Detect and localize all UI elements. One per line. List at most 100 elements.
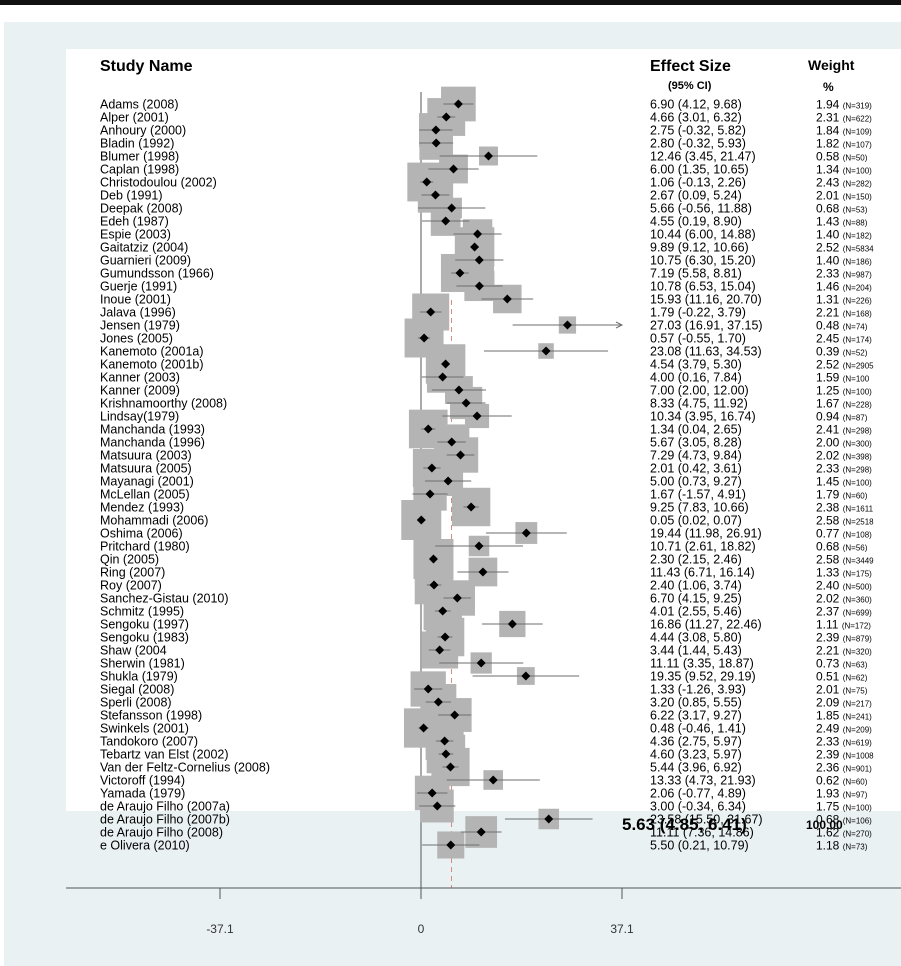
x-tick-label: 37.1 bbox=[610, 922, 634, 936]
effect-size-ci: 4.36 (2.75, 5.97) bbox=[650, 735, 742, 749]
study-name: de Araujo Filho (2007a) bbox=[100, 800, 230, 814]
study-weight: 2.52 (N=5834 bbox=[816, 241, 874, 255]
study-name: Qin (2005) bbox=[100, 553, 159, 567]
study-weight: 2.33 (N=298) bbox=[816, 462, 872, 476]
study-name: Christodoulou (2002) bbox=[100, 176, 217, 190]
effect-diamond bbox=[419, 333, 429, 343]
study-name: Shaw (2004 bbox=[100, 644, 167, 658]
study-name: Kanner (2003) bbox=[100, 371, 180, 385]
effect-diamond bbox=[474, 255, 484, 265]
study-name: Lindsay(1979) bbox=[100, 410, 179, 424]
study-weight: 1.67 (N=228) bbox=[816, 397, 872, 411]
study-name: Sperli (2008) bbox=[100, 696, 172, 710]
study-name: Matsuura (2003) bbox=[100, 449, 192, 463]
effect-size-ci: 5.00 (0.73, 9.27) bbox=[650, 475, 742, 489]
study-name: Stefansson (1998) bbox=[100, 709, 202, 723]
effect-diamond bbox=[476, 827, 486, 837]
study-weight: 2.39 (N=1008 bbox=[816, 748, 874, 762]
effect-diamond bbox=[433, 697, 443, 707]
study-name: Jones (2005) bbox=[100, 332, 173, 346]
effect-diamond bbox=[521, 671, 531, 681]
effect-size-ci: 10.78 (6.53, 15.04) bbox=[650, 280, 756, 294]
effect-diamond bbox=[470, 242, 480, 252]
study-weight: 2.38 (N=1611 bbox=[816, 501, 874, 515]
study-weight: 1.25 (N=100) bbox=[816, 384, 872, 398]
study-weight: 2.02 (N=360) bbox=[816, 592, 872, 606]
study-weight: 2.00 (N=300) bbox=[816, 436, 872, 450]
ci-arrow bbox=[615, 321, 624, 329]
study-weight: 1.62 (N=270) bbox=[816, 826, 872, 840]
effect-size-ci: 1.34 (0.04, 2.65) bbox=[650, 423, 742, 437]
effect-diamond bbox=[450, 710, 460, 720]
study-weight: 2.37 (N=699) bbox=[816, 605, 872, 619]
effect-size-ci: 11.43 (6.71, 16.14) bbox=[650, 566, 755, 580]
effect-size-ci: 11.11 (3.35, 18.87) bbox=[650, 657, 754, 671]
study-weight: 2.02 (N=398) bbox=[816, 449, 872, 463]
effect-diamond bbox=[455, 268, 465, 278]
study-name: Yamada (1979) bbox=[100, 787, 185, 801]
effect-size-ci: 9.25 (7.83, 10.66) bbox=[650, 501, 749, 515]
effect-size-ci: 1.06 (-0.13, 2.26) bbox=[650, 176, 746, 190]
effect-diamond bbox=[454, 385, 464, 395]
header-weight: Weight bbox=[808, 57, 855, 73]
effect-size-ci: 6.70 (4.15, 9.25) bbox=[650, 592, 742, 606]
effect-diamond bbox=[416, 515, 426, 525]
study-weight: 2.52 (N=2905 bbox=[816, 358, 874, 372]
study-name: Pritchard (1980) bbox=[100, 540, 190, 554]
effect-size-ci: 5.44 (3.96, 6.92) bbox=[650, 761, 742, 775]
study-weight: 2.41 (N=298) bbox=[816, 423, 872, 437]
effect-diamond bbox=[438, 372, 448, 382]
study-name: Krishnamoorthy (2008) bbox=[100, 397, 227, 411]
study-name: Anhoury (2000) bbox=[100, 124, 186, 138]
effect-diamond bbox=[521, 528, 531, 538]
study-name: Alper (2001) bbox=[100, 111, 169, 125]
effect-size-ci: 12.46 (3.45, 21.47) bbox=[650, 150, 756, 164]
study-name: Sengoku (1983) bbox=[100, 631, 189, 645]
study-weight: 2.21 (N=168) bbox=[816, 306, 872, 320]
effect-diamond bbox=[422, 177, 432, 187]
effect-size-ci: 2.40 (1.06, 3.74) bbox=[650, 579, 742, 593]
effect-size-ci: 11.11 (7.36, 14.86) bbox=[650, 826, 754, 840]
effect-size-ci: 2.01 (0.42, 3.61) bbox=[650, 462, 742, 476]
effect-diamond bbox=[447, 437, 457, 447]
effect-size-ci: 2.30 (2.15, 2.46) bbox=[650, 553, 742, 567]
effect-diamond bbox=[445, 762, 455, 772]
effect-diamond bbox=[502, 294, 512, 304]
study-name: Bladin (1992) bbox=[100, 137, 174, 151]
effect-size-ci: 4.00 (0.16, 7.84) bbox=[650, 371, 742, 385]
effect-diamond bbox=[544, 814, 554, 824]
effect-size-ci: 4.44 (3.08, 5.80) bbox=[650, 631, 742, 645]
study-weight: 1.46 (N=204) bbox=[816, 280, 872, 294]
effect-size-ci: 4.60 (3.23, 5.97) bbox=[650, 748, 742, 762]
effect-size-ci: 10.75 (6.30, 15.20) bbox=[650, 254, 756, 268]
effect-diamond bbox=[562, 320, 572, 330]
study-weight: 0.58 (N=50) bbox=[816, 150, 868, 164]
effect-diamond bbox=[461, 398, 471, 408]
study-name: Sanchez-Gistau (2010) bbox=[100, 592, 229, 606]
study-name: Victoroff (1994) bbox=[100, 774, 185, 788]
study-name: Mohammadi (2006) bbox=[100, 514, 208, 528]
study-name: Mendez (1993) bbox=[100, 501, 184, 515]
study-name: Guarnieri (2009) bbox=[100, 254, 191, 268]
top-border-line bbox=[0, 0, 901, 5]
effect-diamond bbox=[426, 307, 436, 317]
study-name: Manchanda (1993) bbox=[100, 423, 205, 437]
effect-size-ci: 19.44 (11.98, 26.91) bbox=[650, 527, 762, 541]
effect-size-ci: 23.08 (11.63, 34.53) bbox=[650, 345, 762, 359]
effect-diamond bbox=[443, 476, 453, 486]
effect-size-ci: 23.58 (15.50, 31.67) bbox=[650, 813, 763, 827]
effect-size-ci: 7.29 (4.73, 9.84) bbox=[650, 449, 742, 463]
effect-size-ci: 4.55 (0.19, 8.90) bbox=[650, 215, 742, 229]
study-weight: 2.43 (N=282) bbox=[816, 176, 872, 190]
study-weight: 1.40 (N=186) bbox=[816, 254, 872, 268]
effect-size-ci: 3.00 (-0.34, 6.34) bbox=[650, 800, 746, 814]
effect-size-ci: 4.01 (2.55, 5.46) bbox=[650, 605, 742, 619]
study-name: Swinkels (2001) bbox=[100, 722, 189, 736]
study-weight: 2.09 (N=217) bbox=[816, 696, 872, 710]
effect-diamond bbox=[474, 281, 484, 291]
study-weight: 1.34 (N=100) bbox=[816, 163, 872, 177]
study-name: Adams (2008) bbox=[100, 98, 179, 112]
effect-diamond bbox=[430, 190, 440, 200]
effect-diamond bbox=[435, 645, 445, 655]
effect-size-ci: 2.06 (-0.77, 4.89) bbox=[650, 787, 746, 801]
